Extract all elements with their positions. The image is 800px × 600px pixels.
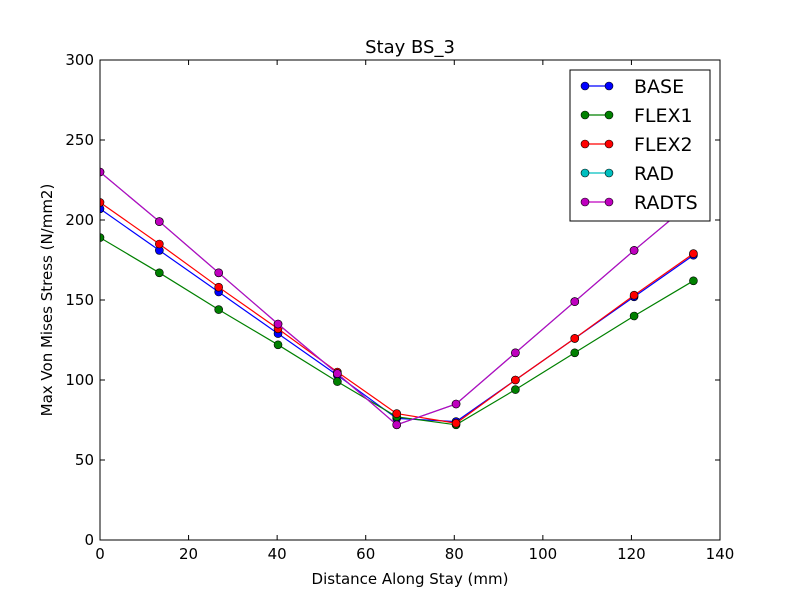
data-point	[629, 246, 639, 255]
legend-entry: RADTS	[580, 192, 698, 214]
legend-marker	[604, 110, 614, 120]
legend-label: RAD	[634, 163, 674, 185]
legend-entry: BASE	[580, 76, 684, 98]
data-point	[511, 348, 520, 358]
legend-frame	[569, 69, 711, 222]
y-tick-label: 300	[65, 51, 94, 69]
data-point	[392, 420, 402, 430]
data-point	[451, 399, 461, 409]
ticks-layer: 0 20 40 60 80 100 120 140 0 50 100 150 200 250 300	[65, 51, 734, 563]
legend-entry: RAD	[580, 163, 674, 185]
data-point	[100, 233, 105, 242]
y-tick-label: 0	[84, 531, 94, 549]
legend-label: FLEX2	[634, 134, 693, 156]
data-point	[392, 409, 402, 418]
chart-title: Stay BS_3	[365, 37, 455, 58]
data-point	[629, 290, 639, 300]
x-tick-label: 40	[268, 545, 287, 563]
legend-marker	[580, 139, 590, 149]
legend-marker	[604, 81, 614, 91]
data-point	[273, 340, 283, 350]
data-point	[100, 198, 105, 207]
y-tick-label: 100	[65, 371, 94, 389]
data-point	[273, 319, 283, 329]
data-point	[689, 276, 698, 286]
series-flex2	[100, 198, 698, 428]
data-point	[155, 217, 164, 226]
data-point	[100, 204, 105, 214]
data-point	[511, 375, 520, 385]
data-point	[570, 334, 580, 343]
legend-entry: FLEX1	[580, 105, 693, 127]
y-axis-title: Max Von Mises Stress (N/mm2)	[38, 184, 56, 417]
y-tick-label: 150	[65, 291, 94, 309]
series-layer	[100, 167, 698, 430]
legend-label: FLEX1	[634, 105, 693, 127]
data-point	[689, 249, 698, 258]
series-line	[100, 201, 694, 424]
data-point	[155, 239, 164, 249]
legend-marker	[580, 197, 590, 207]
legend-label: RADTS	[634, 192, 698, 214]
legend-marker	[580, 168, 590, 178]
legend-marker	[580, 81, 590, 91]
legend-marker	[604, 168, 614, 178]
x-axis-title: Distance Along Stay (mm)	[312, 570, 509, 588]
x-tick-label: 80	[445, 545, 464, 563]
data-point	[100, 167, 105, 177]
y-tick-label: 250	[65, 131, 94, 149]
x-tick-label: 140	[706, 545, 735, 563]
data-point	[451, 418, 461, 428]
x-tick-label: 120	[617, 545, 646, 563]
y-tick-label: 50	[75, 451, 94, 469]
data-point	[629, 311, 639, 321]
x-tick-label: 20	[179, 545, 198, 563]
legend: BASE FLEX1 FLEX2 RAD RADTS	[569, 69, 711, 222]
legend-marker	[604, 139, 614, 149]
x-tick-label: 60	[356, 545, 375, 563]
legend-marker	[580, 110, 590, 120]
data-point	[214, 268, 223, 278]
data-point	[333, 377, 342, 386]
data-point	[214, 282, 223, 292]
data-point	[333, 369, 342, 378]
data-point	[155, 268, 164, 278]
y-tick-label: 200	[65, 211, 94, 229]
x-tick-label: 100	[529, 545, 558, 563]
data-point	[570, 348, 580, 358]
x-tick-label: 0	[95, 545, 105, 563]
legend-label: BASE	[634, 76, 684, 98]
data-point	[214, 305, 223, 314]
data-point	[570, 297, 580, 306]
legend-marker	[604, 197, 614, 207]
legend-entry: FLEX2	[580, 134, 693, 156]
data-point	[511, 385, 520, 394]
series-line	[100, 208, 694, 423]
